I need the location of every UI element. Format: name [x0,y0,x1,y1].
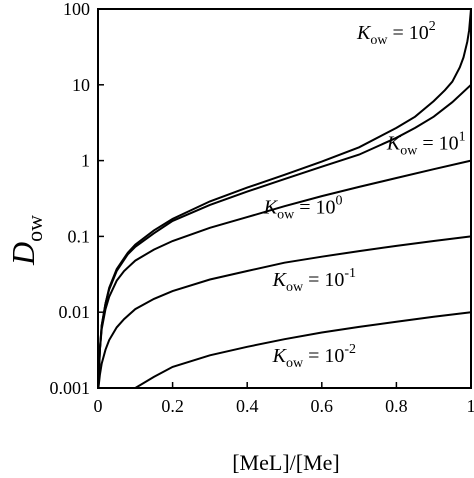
series-line-3 [97,235,472,389]
x-tick-label-1: 0.2 [161,396,184,416]
curve-label-2: Kow = 100 [263,194,343,223]
plot-frame [97,8,472,389]
y-axis-title: Dow [5,215,47,266]
x-tick-label-4: 0.8 [385,396,408,416]
y-tick-label-1: 0.01 [59,302,91,322]
y-tick-label-3: 1 [81,151,90,171]
y-tick-label-5: 100 [63,0,90,19]
curve-label-0: Kow = 102 [356,19,436,48]
y-axis-title-subscript: ow [22,215,47,242]
y-tick-label-0: 0.001 [50,378,91,398]
axis-ticks: 0 0.2 0.4 0.6 0.8 1 0.001 0.01 0.1 1 10 100 [50,0,474,416]
series-line-0 [97,8,472,389]
x-tick-label-5: 1 [467,396,474,416]
y-axis-title-main: D [5,242,41,266]
curve-label-4: Kow = 10-2 [272,342,356,371]
curves [97,8,472,389]
series-line-1 [97,84,472,389]
series-line-2 [97,159,472,389]
series-line-4 [134,311,472,389]
y-tick-label-4: 10 [72,75,90,95]
y-tick-label-2: 0.1 [68,226,91,246]
svg-text:Dow: Dow [5,215,47,266]
x-tick-label-2: 0.4 [236,396,259,416]
x-axis-title: [MeL]/[Me] [232,450,340,475]
curve-label-3: Kow = 10-1 [272,266,356,295]
x-tick-label-3: 0.6 [311,396,334,416]
curve-labels: Kow = 102 Kow = 101 Kow = 100 Kow = 10-1 Kow… [263,19,466,371]
curve-label-1: Kow = 101 [386,130,466,159]
x-tick-label-0: 0 [94,396,103,416]
